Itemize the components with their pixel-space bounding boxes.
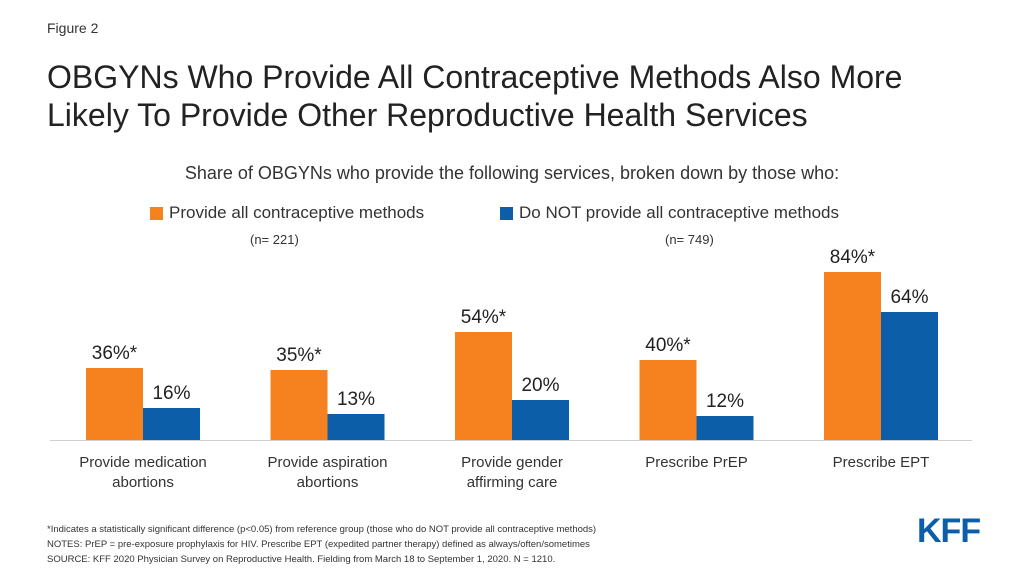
legend-swatch-orange bbox=[150, 206, 163, 220]
chart-title-line-2: Likely To Provide Other Reproductive Hea… bbox=[47, 97, 808, 133]
category-label-3-line-0: Prescribe PrEP bbox=[645, 454, 748, 471]
data-label-not-all-methods-0: 16% bbox=[152, 383, 190, 404]
data-label-not-all-methods-1: 13% bbox=[337, 389, 375, 410]
data-label-all-methods-4: 84%* bbox=[830, 247, 876, 268]
bar-all-methods-2 bbox=[455, 332, 512, 440]
category-label-0-line-1: abortions bbox=[112, 474, 174, 491]
footnote-significance: *Indicates a statistically significant d… bbox=[47, 524, 597, 535]
category-label-2-line-0: Provide gender bbox=[461, 454, 563, 471]
category-label-2-line-1: affirming care bbox=[467, 474, 558, 491]
footnote-notes: NOTES: PrEP = pre-exposure prophylaxis f… bbox=[47, 539, 590, 550]
bar-not-all-methods-3 bbox=[696, 416, 754, 440]
figure-label: Figure 2 bbox=[47, 20, 99, 36]
category-label-0-line-0: Provide medication bbox=[79, 454, 207, 471]
category-label-4-line-0: Prescribe EPT bbox=[833, 454, 930, 471]
data-label-all-methods-0: 36%* bbox=[92, 343, 138, 364]
data-label-all-methods-2: 54%* bbox=[461, 307, 507, 328]
data-label-not-all-methods-4: 64% bbox=[890, 287, 928, 308]
kff-logo: KFF bbox=[917, 512, 981, 550]
bar-not-all-methods-0 bbox=[143, 408, 200, 440]
chart-title: OBGYNs Who Provide All Contraceptive Met… bbox=[47, 58, 987, 134]
chart-subtitle: Share of OBGYNs who provide the followin… bbox=[184, 163, 840, 183]
bar-all-methods-0 bbox=[86, 368, 143, 440]
category-label-1-line-0: Provide aspiration bbox=[267, 454, 387, 471]
chart-title-line-1: OBGYNs Who Provide All Contraceptive Met… bbox=[47, 59, 903, 95]
bar-all-methods-3 bbox=[639, 360, 697, 440]
legend-label-series-1: Provide all contraceptive methods bbox=[169, 203, 425, 222]
footnote-source: SOURCE: KFF 2020 Physician Survey on Rep… bbox=[47, 554, 556, 565]
bar-not-all-methods-2 bbox=[512, 400, 569, 440]
legend-swatch-blue bbox=[500, 206, 513, 220]
legend-n-series-1: (n= 221) bbox=[250, 232, 299, 247]
data-label-not-all-methods-3: 12% bbox=[706, 391, 744, 412]
data-label-all-methods-3: 40%* bbox=[645, 335, 691, 356]
legend-label-series-2: Do NOT provide all contraceptive methods bbox=[519, 203, 840, 222]
category-label-1-line-1: abortions bbox=[297, 474, 359, 491]
bar-all-methods-1 bbox=[270, 370, 328, 440]
bar-not-all-methods-4 bbox=[881, 312, 938, 440]
bar-not-all-methods-1 bbox=[327, 414, 385, 440]
legend-item-series-1: Provide all contraceptive methods bbox=[150, 203, 424, 223]
legend-n-series-2: (n= 749) bbox=[665, 232, 714, 247]
footnotes: *Indicates a statistically significant d… bbox=[47, 522, 596, 567]
bar-all-methods-4 bbox=[824, 272, 881, 440]
legend-item-series-2: Do NOT provide all contraceptive methods bbox=[500, 203, 839, 223]
data-label-not-all-methods-2: 20% bbox=[521, 375, 559, 396]
data-label-all-methods-1: 35%* bbox=[276, 345, 322, 366]
